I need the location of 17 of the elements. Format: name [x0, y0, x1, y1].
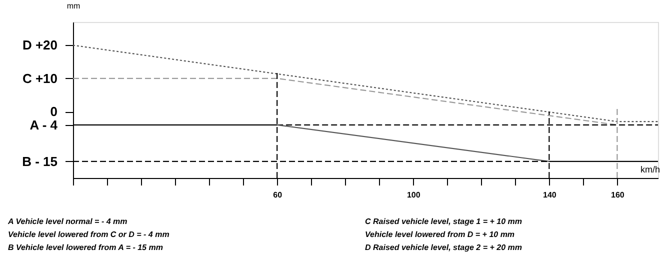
y-tick-label: 0	[50, 104, 58, 120]
y-tick-label: D +20	[22, 38, 58, 53]
text: B Vehicle level lowered from A = - 15 mm	[8, 243, 163, 252]
text: D Raised vehicle level, stage 2 = + 20 mm	[365, 243, 522, 252]
y-tick-label: B - 15	[22, 154, 58, 169]
x-tick-label: 140	[542, 190, 557, 200]
y-tick-label: A - 4	[30, 117, 58, 132]
x-tick-label: 60	[273, 190, 283, 200]
text: Vehicle level lowered from D = + 10 mm	[365, 230, 515, 239]
y-axis-title: mm	[66, 2, 80, 10]
y-tick-label: C +10	[22, 70, 58, 86]
x-tick-label: 160	[611, 190, 625, 200]
text: A Vehicle level normal = - 4 mm	[7, 217, 128, 226]
x-tick-label: 100	[406, 190, 421, 200]
text: Vehicle level lowered from C or D = - 4 mm	[8, 230, 170, 239]
text: C Raised vehicle level, stage 1 = + 10 mm	[365, 217, 522, 226]
x-axis-title: km/h	[640, 164, 660, 174]
